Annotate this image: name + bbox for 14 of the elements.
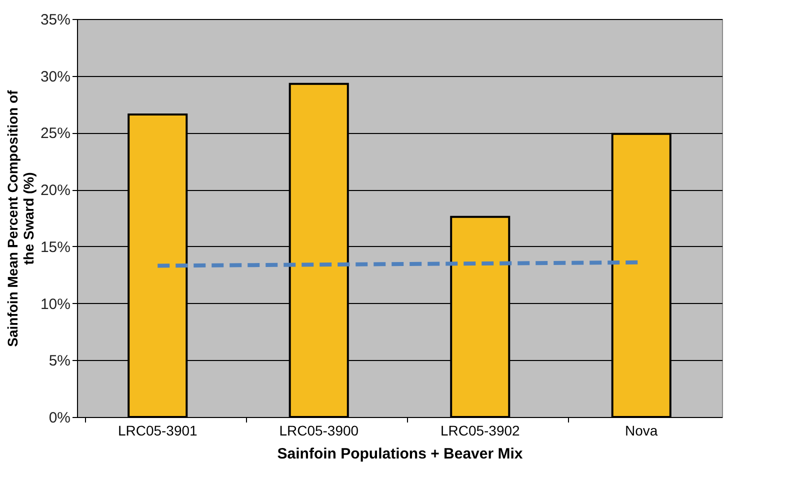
y-tick-label: 20% — [40, 182, 70, 200]
x-axis-title: Sainfoin Populations + Beaver Mix — [277, 446, 524, 462]
x-tick-label: LRC05-3901 — [118, 422, 198, 438]
y-tick-label: 25% — [40, 125, 70, 142]
y-tick-label: 10% — [40, 296, 70, 313]
x-tick-label: LRC05-3900 — [279, 422, 359, 438]
x-tick-label: LRC05-3902 — [440, 422, 520, 438]
y-axis-title: Sainfoin Mean Percent Composition of the Sward (%) — [4, 90, 36, 347]
y-tick-label: 35% — [40, 12, 70, 28]
y-tick-label: 15% — [40, 238, 70, 256]
y-tick-label: 5% — [48, 352, 70, 370]
x-tick-label: Nova — [625, 422, 658, 438]
y-tick-label: 30% — [40, 68, 70, 86]
y-tick-label: 0% — [48, 410, 70, 426]
